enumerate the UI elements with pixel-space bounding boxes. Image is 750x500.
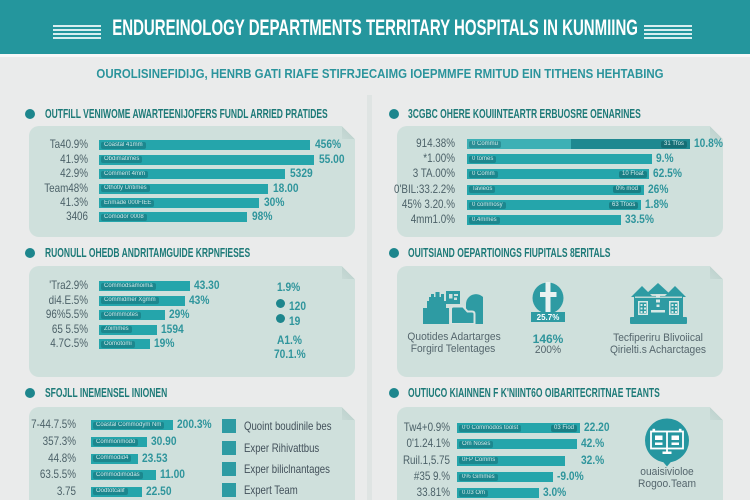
svg-text:25.7%: 25.7% (537, 313, 560, 322)
